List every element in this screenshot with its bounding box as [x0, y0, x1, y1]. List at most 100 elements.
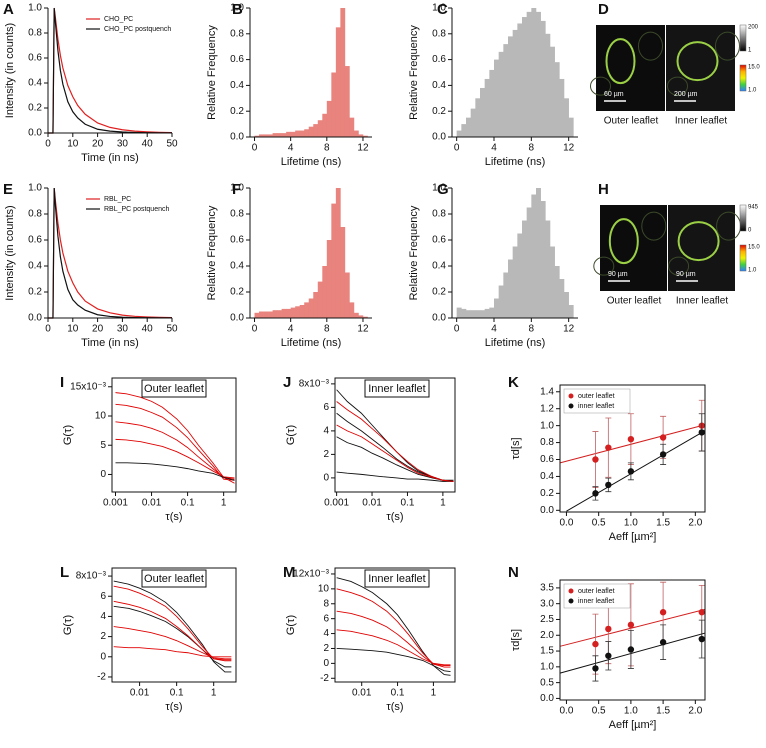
y-tick-label: 0.0: [230, 132, 244, 143]
x-tick-label: 4: [491, 324, 497, 335]
y-tick-label: 5: [100, 440, 106, 451]
y-tick-label: 0.6: [28, 53, 42, 64]
plot-frame: [334, 377, 456, 493]
x-tick-label: 10: [67, 324, 79, 335]
histogram-bar: [517, 23, 523, 138]
y-tick-label: 0.4: [432, 80, 446, 91]
cell-faint: [715, 31, 740, 61]
legend-label: RBL_PC postquench: [104, 206, 169, 213]
x-tick-label: 40: [142, 324, 154, 335]
colorbar-label: 15.0: [748, 245, 760, 251]
x-tick-label: 2.0: [688, 518, 702, 529]
data-point: [605, 481, 612, 489]
y-tick-label: 0.2: [432, 106, 446, 117]
x-tick-label: 12: [563, 143, 575, 154]
colorbar-label: 0: [748, 228, 752, 234]
trend-line: [559, 608, 706, 647]
x-axis-title: Time (in ns): [81, 152, 139, 164]
data-point: [592, 640, 599, 648]
histogram-bar: [568, 305, 574, 318]
histogram-bar: [277, 133, 282, 137]
image-caption: Inner leaflet: [675, 116, 727, 127]
histogram-bar: [362, 135, 368, 137]
micrograph: [668, 205, 735, 291]
y-axis-title: τd[s]: [510, 629, 522, 651]
histogram-bar: [475, 310, 481, 318]
legend-label: CHO_PC: [104, 16, 133, 23]
y-axis-title: G(τ): [285, 615, 297, 635]
x-tick-label: 1: [440, 498, 446, 509]
histogram-bar: [322, 113, 328, 137]
x-tick-label: 1.0: [624, 518, 638, 529]
x-tick-label: 30: [117, 324, 129, 335]
colorbar-label: 1.0: [748, 88, 757, 94]
data-line: [115, 421, 235, 480]
y-tick-label: 4: [323, 426, 329, 437]
y-tick-label: 15x10⁻³: [70, 381, 107, 392]
y-tick-label: 1.0: [28, 3, 42, 14]
colorbar-label: 1.0: [748, 268, 757, 274]
data-point: [605, 444, 612, 451]
x-tick-label: 4: [288, 324, 294, 335]
legend-label: inner leaflet: [578, 403, 614, 410]
x-tick-label: 0.5: [592, 518, 606, 529]
histogram-bar: [317, 281, 323, 318]
data-line: [336, 577, 451, 676]
histogram-bar: [308, 298, 314, 318]
histogram-bar: [498, 51, 504, 137]
x-axis-title: τ(s): [386, 511, 403, 523]
trend-line: [559, 424, 706, 464]
histogram-bar: [349, 302, 355, 318]
y-tick-label: 0.0: [432, 132, 446, 143]
x-axis-title: Aeff [µm²]: [609, 719, 657, 731]
data-point: [659, 451, 667, 458]
y-tick-label: 0: [323, 473, 329, 484]
histogram-bar: [317, 120, 323, 137]
y-tick-label: 0.6: [230, 235, 244, 246]
y-tick-label: 1.5: [540, 646, 554, 657]
y-tick-label: 3.0: [540, 598, 554, 609]
y-tick-label: 8x10⁻³: [76, 571, 107, 582]
y-axis-title: G(τ): [62, 425, 74, 445]
x-tick-label: 0.1: [181, 498, 195, 509]
data-point: [627, 621, 635, 629]
x-tick-label: 2.0: [688, 706, 702, 717]
histogram-bar: [295, 306, 301, 318]
histogram-bar: [272, 133, 278, 137]
y-tick-label: -2: [97, 672, 106, 683]
histogram-bar: [531, 8, 537, 137]
y-tick-label: 0: [100, 469, 106, 480]
histogram-bar: [263, 134, 269, 137]
histogram-bar: [340, 227, 346, 318]
cell-faint: [638, 31, 663, 61]
y-axis-title: Relative Frequency: [206, 25, 218, 120]
cell-outline: [676, 41, 719, 82]
histogram-bar: [358, 315, 364, 318]
histogram-bar: [484, 308, 490, 318]
histogram-bar: [304, 302, 310, 318]
x-tick-label: 0: [45, 324, 51, 335]
histogram-bar: [503, 272, 509, 318]
histogram-bar: [259, 311, 264, 318]
histogram-bar: [545, 220, 551, 318]
histogram-bar: [559, 279, 565, 318]
legend-box: [563, 388, 631, 414]
panel-letter: N: [508, 564, 519, 581]
x-tick-label: 20: [92, 324, 104, 335]
x-tick-label: 0.0: [559, 706, 573, 717]
legend-marker: [568, 393, 574, 399]
data-line: [113, 600, 232, 661]
data-point: [592, 665, 599, 672]
y-tick-label: 0.5: [540, 677, 554, 688]
y-tick-label: 0.0: [28, 128, 42, 139]
colorbar-label: 15.0: [748, 65, 760, 71]
data-line: [115, 392, 235, 484]
x-tick-label: 50: [166, 324, 178, 335]
histogram-bar: [290, 131, 296, 137]
x-tick-label: 0: [252, 143, 258, 154]
x-axis-title: Time (in ns): [81, 337, 139, 349]
histogram-bar: [484, 78, 490, 137]
y-tick-label: 12x10⁻³: [293, 569, 330, 580]
y-axis-title: Relative Frequency: [408, 205, 420, 300]
y-tick-label: 0.8: [540, 437, 554, 448]
